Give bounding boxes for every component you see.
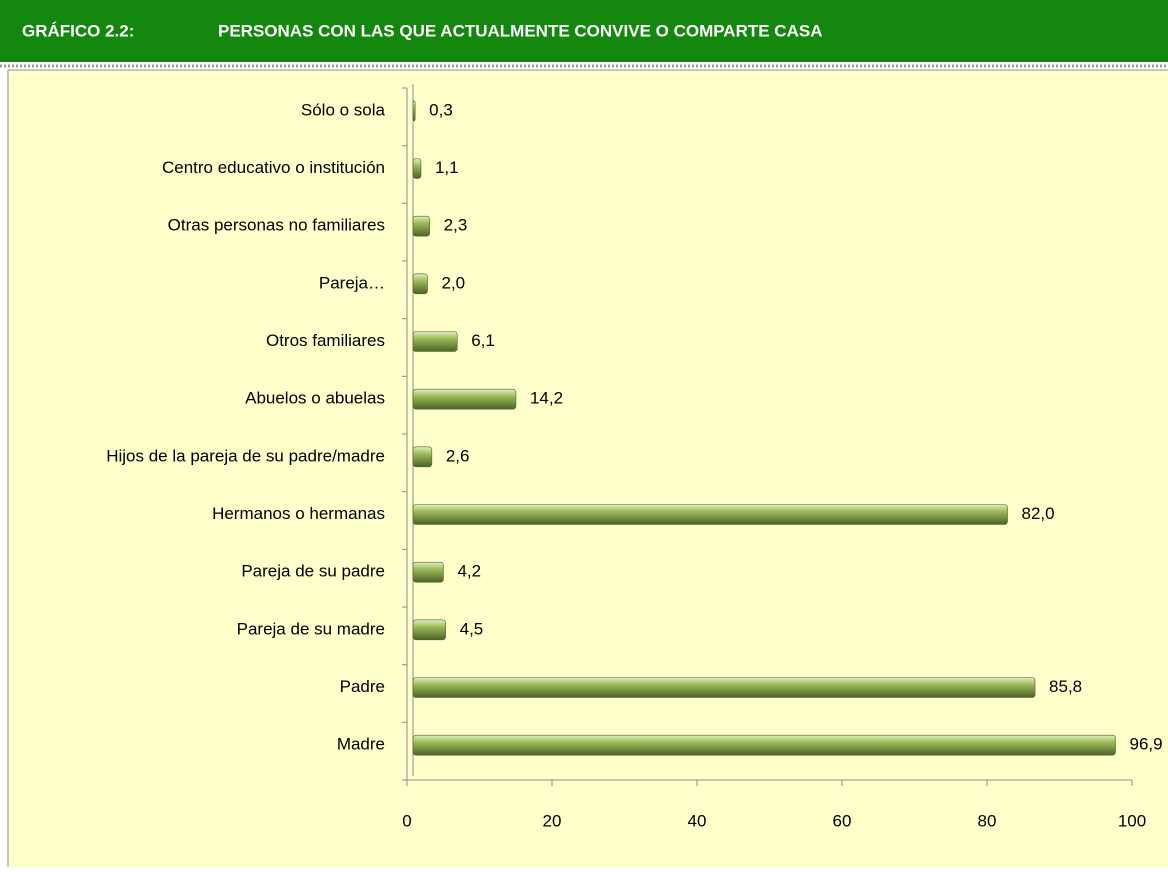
bar: [412, 273, 428, 295]
chart-title: PERSONAS CON LAS QUE ACTUALMENTE CONVIVE…: [218, 21, 822, 40]
x-tick-label: 60: [833, 811, 852, 830]
data-label: 6,1: [471, 331, 495, 350]
bar: [412, 158, 422, 179]
category-label: Hermanos o hermanas: [212, 504, 385, 523]
bar: [412, 504, 1008, 525]
category-label: Madre: [337, 735, 385, 754]
data-label: 2,0: [442, 273, 466, 292]
bar: [412, 734, 1116, 756]
bar: [412, 388, 517, 410]
data-label: 4,2: [457, 562, 481, 581]
x-tick-label: 0: [402, 811, 411, 830]
bar: [412, 446, 433, 468]
bar: [412, 561, 444, 583]
category-label: Centro educativo o institución: [162, 158, 385, 177]
data-label: 14,2: [530, 389, 563, 408]
data-label: 0,3: [429, 100, 453, 119]
category-label: Pareja…: [319, 273, 385, 292]
x-tick-label: 80: [978, 811, 997, 830]
category-label: Abuelos o abuelas: [245, 389, 385, 408]
data-label: 1,1: [435, 158, 459, 177]
data-label: 96,9: [1130, 735, 1163, 754]
bar: [412, 331, 458, 352]
data-label: 4,5: [460, 619, 484, 638]
header-bar: [0, 0, 1168, 62]
data-label: 82,0: [1022, 504, 1055, 523]
bar: [412, 100, 416, 122]
x-tick-label: 100: [1118, 811, 1146, 830]
category-label: Pareja de su madre: [237, 619, 385, 638]
x-tick-label: 40: [688, 811, 707, 830]
data-label: 2,3: [444, 216, 468, 235]
chart-number: GRÁFICO 2.2:: [22, 21, 134, 40]
category-label: Otras personas no familiares: [168, 216, 385, 235]
bar: [412, 215, 430, 237]
category-label: Sólo o sola: [301, 100, 386, 119]
data-label: 2,6: [446, 446, 470, 465]
category-label: Hijos de la pareja de su padre/madre: [106, 446, 385, 465]
category-label: Pareja de su padre: [241, 562, 385, 581]
bar: [412, 619, 446, 641]
category-label: Otros familiares: [266, 331, 385, 350]
bar: [412, 677, 1036, 698]
data-label: 85,8: [1049, 677, 1082, 696]
category-label: Padre: [340, 677, 385, 696]
x-tick-label: 20: [543, 811, 562, 830]
